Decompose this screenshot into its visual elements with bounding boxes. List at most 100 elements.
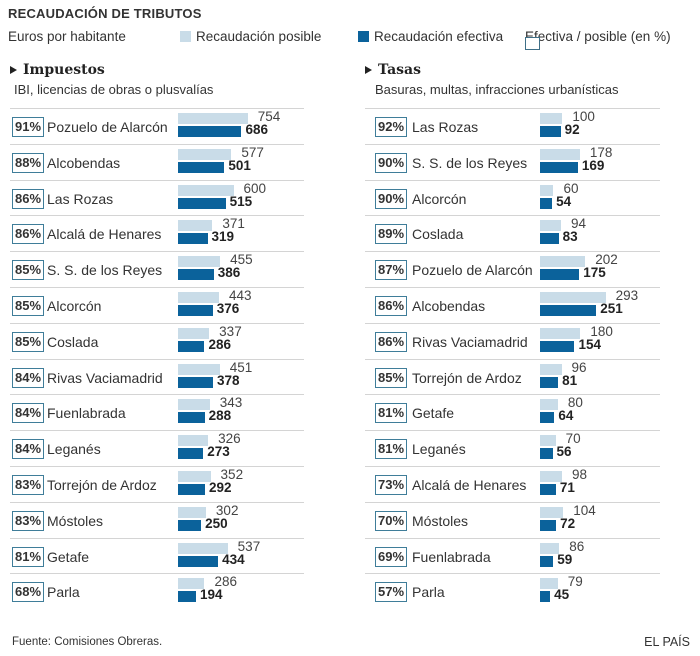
bar-efectiva <box>178 269 214 281</box>
bar-posible <box>540 220 562 232</box>
value-label-efectiva: 194 <box>199 587 223 603</box>
percent-badge: 90% <box>375 188 408 209</box>
bar-posible <box>178 292 219 303</box>
bar-efectiva <box>540 161 578 173</box>
value-label-efectiva: 376 <box>216 301 240 316</box>
table-row: 81% Getafe 80 64 <box>365 394 660 431</box>
bar-posible <box>540 506 564 518</box>
table-row: 84% Fuenlabrada 343 288 <box>10 394 304 431</box>
table-row: 89% Coslada 94 83 <box>365 215 660 252</box>
bar-efectiva <box>178 448 204 460</box>
value-label-posible: 180 <box>590 323 613 339</box>
bar-efectiva <box>178 484 205 495</box>
bar-efectiva <box>540 555 554 567</box>
category-label: Rivas Vaciamadrid <box>47 369 163 386</box>
legend-item-efectiva: Recaudación efectiva <box>358 29 503 44</box>
bar-posible <box>540 113 563 124</box>
value-label-posible: 60 <box>563 180 579 196</box>
category-label: Las Rozas <box>412 119 479 135</box>
value-label-posible: 343 <box>219 395 243 411</box>
panel-title-text: Tasas <box>378 62 421 78</box>
table-row: 81% Getafe 537 434 <box>10 537 304 575</box>
legend-swatch-percent <box>525 37 540 50</box>
table-row: 86% Alcalá de Henares 371 319 <box>10 215 304 252</box>
chart-title: RECAUDACIÓN DE TRIBUTOS <box>8 6 202 21</box>
value-label-efectiva: 378 <box>216 372 240 388</box>
source-note: Fuente: Comisiones Obreras. <box>12 636 163 648</box>
value-label-posible: 98 <box>571 467 587 482</box>
value-label-efectiva: 273 <box>207 444 230 460</box>
value-label-efectiva: 72 <box>560 515 576 531</box>
bar-posible <box>178 506 206 518</box>
bar-posible <box>178 148 232 160</box>
panel-tasas: Tasas Basuras, multas, infracciones urba… <box>365 60 660 603</box>
value-label-efectiva: 71 <box>559 480 575 495</box>
category-label: Torrejón de Ardoz <box>47 477 157 493</box>
bar-efectiva <box>540 448 553 460</box>
chart-subtitle: Euros por habitante <box>8 29 126 44</box>
value-label-efectiva: 154 <box>578 336 602 352</box>
percent-badge: 85% <box>12 260 45 281</box>
percent-badge: 73% <box>375 475 408 495</box>
triangle-bullet-icon <box>365 66 372 74</box>
category-label: Parla <box>412 584 445 601</box>
value-label-efectiva: 286 <box>208 336 231 352</box>
category-label: S. S. de los Reyes <box>412 154 528 171</box>
bar-efectiva <box>540 591 551 603</box>
value-label-efectiva: 59 <box>557 551 573 567</box>
table-row: 87% Pozuelo de Alarcón 202 175 <box>365 251 660 288</box>
value-label-efectiva: 292 <box>209 480 232 495</box>
panel-impuestos: Impuestos IBI, licencias de obras o plus… <box>10 60 304 603</box>
table-row: 86% Las Rozas 600 515 <box>10 179 304 217</box>
category-label: Torrejón de Ardoz <box>412 369 522 386</box>
value-label-posible: 80 <box>567 395 583 411</box>
bar-posible <box>178 256 221 268</box>
value-label-efectiva: 175 <box>583 265 606 281</box>
value-label-efectiva: 515 <box>229 193 253 209</box>
bar-efectiva <box>540 197 553 209</box>
value-label-efectiva: 250 <box>205 515 228 531</box>
category-label: Leganés <box>412 441 466 458</box>
bar-efectiva <box>178 412 205 424</box>
value-label-posible: 70 <box>565 431 581 447</box>
bar-posible <box>540 256 586 268</box>
value-label-efectiva: 45 <box>554 587 570 603</box>
value-label-posible: 302 <box>215 502 239 518</box>
table-row: 85% Coslada 337 286 <box>10 322 304 360</box>
percent-badge: 85% <box>12 331 45 352</box>
bar-efectiva <box>540 519 557 531</box>
value-label-posible: 451 <box>229 359 253 375</box>
percent-badge: 87% <box>375 260 408 281</box>
value-label-efectiva: 251 <box>600 301 623 316</box>
category-label: Alcalá de Henares <box>47 226 162 243</box>
triangle-bullet-icon <box>10 66 17 74</box>
legend-label-posible: Recaudación posible <box>196 29 322 44</box>
bar-efectiva <box>178 519 202 531</box>
percent-badge: 86% <box>375 331 408 352</box>
value-label-efectiva: 386 <box>217 265 241 281</box>
percent-badge: 84% <box>12 439 45 460</box>
value-label-posible: 326 <box>218 431 241 447</box>
table-row: 90% S. S. de los Reyes 178 169 <box>365 143 660 181</box>
category-label: Móstoles <box>412 512 469 529</box>
value-label-efectiva: 56 <box>556 444 572 460</box>
percent-badge: 92% <box>375 117 408 137</box>
bar-posible <box>178 220 213 232</box>
value-label-posible: 96 <box>571 359 587 375</box>
value-label-efectiva: 54 <box>556 193 572 209</box>
percent-badge: 83% <box>12 510 45 531</box>
category-label: Móstoles <box>47 512 104 529</box>
table-row: 92% Las Rozas 100 92 <box>365 108 660 145</box>
percent-badge: 85% <box>375 367 408 388</box>
bar-posible <box>178 578 205 590</box>
bar-efectiva <box>540 305 597 316</box>
value-label-efectiva: 64 <box>558 408 574 424</box>
category-label: Rivas Vaciamadrid <box>412 333 528 350</box>
value-label-efectiva: 319 <box>211 229 235 245</box>
brand-logo: EL PAÍS <box>644 635 690 649</box>
bar-posible <box>540 292 606 303</box>
bar-posible <box>540 471 562 482</box>
bar-efectiva <box>540 340 575 352</box>
value-label-posible: 178 <box>589 144 613 160</box>
panel-title: Tasas <box>365 60 660 80</box>
